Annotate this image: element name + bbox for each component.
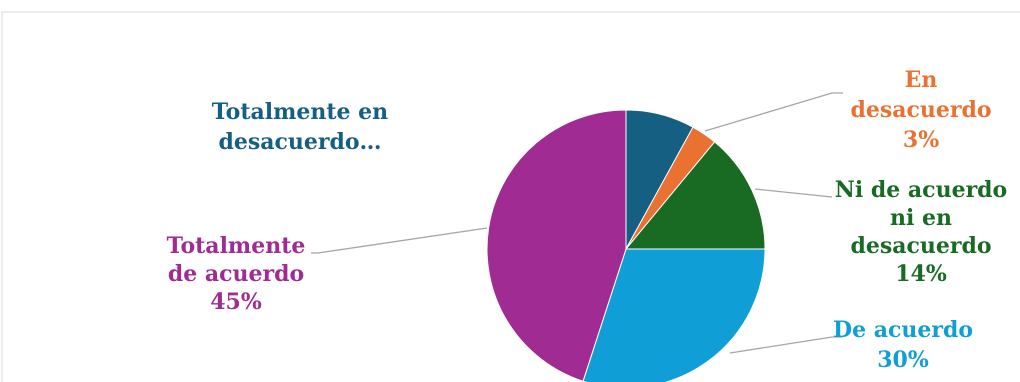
data-label-en-desacuerdo: En desacuerdo 3% bbox=[850, 67, 991, 153]
data-label-line: desacuerdo… bbox=[218, 129, 381, 155]
leader-line-de-acuerdo bbox=[729, 336, 843, 354]
data-label-line: desacuerdo bbox=[850, 97, 991, 123]
data-label-line: ni en bbox=[890, 205, 952, 231]
leader-line-ni-de-acuerdo-ni-en-desacuerdo bbox=[754, 188, 833, 198]
data-label-line: Totalmente en bbox=[212, 99, 388, 125]
data-labels: Totalmente en desacuerdo… En desacuerdo 3% Ni… bbox=[167, 67, 1008, 373]
data-label-line: 30% bbox=[877, 347, 929, 373]
data-label-line: desacuerdo bbox=[850, 233, 991, 259]
leader-line-totalmente-de-acuerdo bbox=[311, 227, 488, 254]
data-label-totalmente-de-acuerdo: Totalmente de acuerdo 45% bbox=[167, 233, 306, 315]
pie-slice-totalmente-de-acuerdo bbox=[486, 109, 627, 382]
data-label-line: de acuerdo bbox=[168, 261, 304, 287]
data-label-line: 3% bbox=[903, 127, 939, 153]
pie-slices bbox=[486, 109, 766, 382]
data-label-line: 45% bbox=[210, 289, 262, 315]
data-label-line: De acuerdo bbox=[833, 317, 973, 343]
data-label-de-acuerdo: De acuerdo 30% bbox=[833, 317, 973, 373]
leader-lines bbox=[311, 92, 843, 354]
data-label-line: Ni de acuerdo bbox=[835, 177, 1007, 203]
pie-slice-ni-de-acuerdo-ni-en-desacuerdo bbox=[624, 141, 766, 250]
data-label-line: Totalmente bbox=[167, 233, 306, 259]
data-label-line: En bbox=[905, 67, 938, 93]
leader-line-en-desacuerdo bbox=[704, 92, 843, 132]
data-label-ni-de-acuerdo-ni-en-desacuerdo: Ni de acuerdo ni en desacuerdo 14% bbox=[835, 177, 1007, 287]
data-label-totalmente-en-desacuerdo: Totalmente en desacuerdo… bbox=[212, 99, 388, 155]
data-label-line: 14% bbox=[895, 261, 947, 287]
pie-slice-de-acuerdo bbox=[582, 248, 766, 382]
